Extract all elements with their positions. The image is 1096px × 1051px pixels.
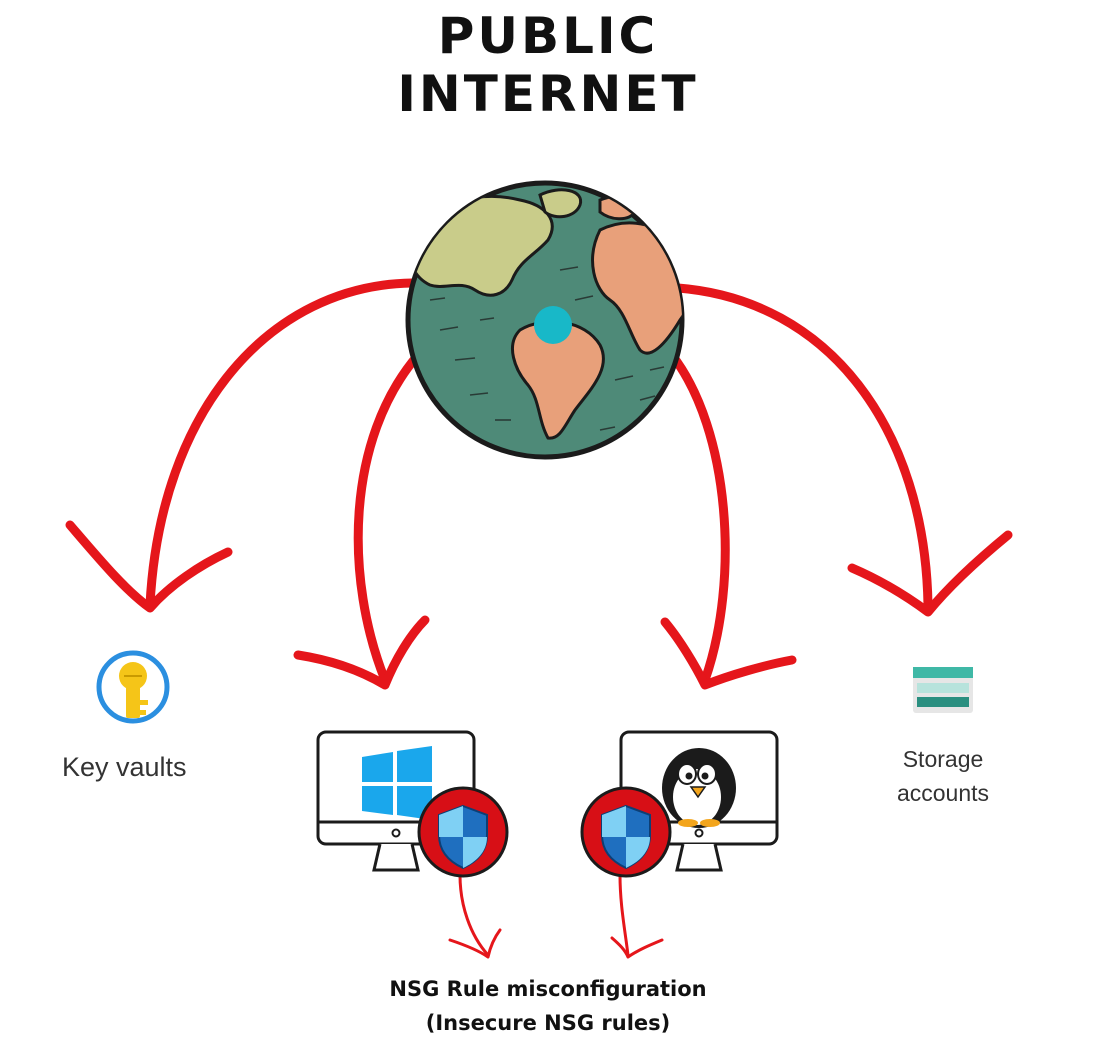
title-public: PUBLIC xyxy=(437,7,659,65)
arrow-to-storage xyxy=(673,283,933,610)
shield-icon xyxy=(580,786,672,878)
storage-accounts-label: Storage accounts xyxy=(868,742,1018,810)
arrow-to-key-vault xyxy=(145,278,417,610)
shield-icon xyxy=(417,786,509,878)
small-arrowhead-right xyxy=(610,936,664,959)
arrow-to-linux-vm xyxy=(667,350,730,685)
linux-monitor-icon xyxy=(619,730,779,872)
nsg-label-line-2: (Insecure NSG rules) xyxy=(425,1011,671,1035)
globe-icon xyxy=(405,180,685,460)
arrowhead-linux-vm xyxy=(660,617,797,690)
arrowhead-windows-vm xyxy=(293,615,430,690)
key-vault-icon xyxy=(96,650,170,724)
storage-accounts-label-line-2: accounts xyxy=(896,780,990,806)
arrowhead-storage xyxy=(847,530,1013,617)
small-arrow-right xyxy=(618,873,630,957)
small-arrow-left xyxy=(458,873,490,957)
nsg-misconfiguration-label: NSG Rule misconfiguration (Insecure NSG … xyxy=(0,972,1096,1040)
storage-account-icon xyxy=(913,667,973,713)
arrows xyxy=(65,278,1013,959)
arrow-to-windows-vm xyxy=(353,350,423,685)
nsg-label-line-1: NSG Rule misconfiguration xyxy=(389,977,707,1001)
penguin-icon xyxy=(662,748,736,828)
small-arrowhead-left xyxy=(448,928,502,959)
key-vaults-label: Key vaults xyxy=(62,752,187,782)
storage-accounts-label-line-1: Storage xyxy=(902,746,984,772)
title-internet: INTERNET xyxy=(397,65,699,123)
arrowhead-key-vault xyxy=(65,520,233,613)
